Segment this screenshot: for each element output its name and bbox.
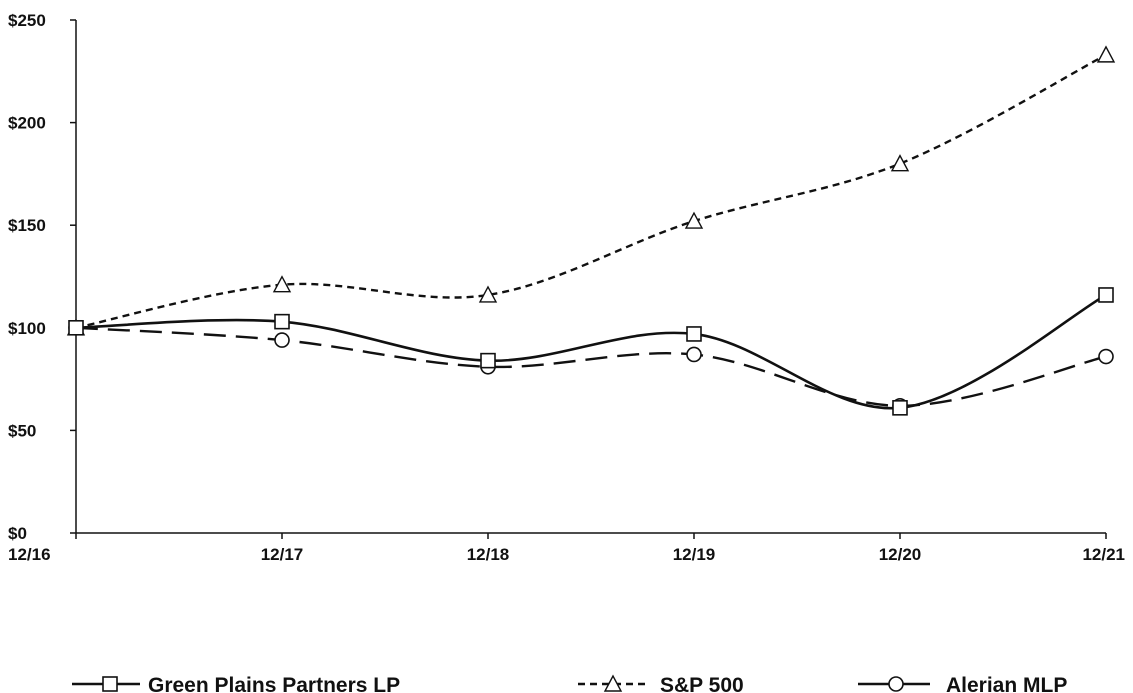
- x-tick-label: 12/19: [673, 545, 716, 564]
- chart-axes: $0 $50 $100 $150 $200 $250 12/16 12/17 12/18 12/1…: [8, 11, 1125, 564]
- series-s-p-500: [66, 45, 1116, 336]
- series-line-alerian-mlp: [75, 326, 1107, 407]
- chart-legend: Green Plains Partners LP S&P 500 Alerian M…: [72, 674, 1067, 693]
- legend-swatch-marker: [603, 674, 623, 692]
- data-point-s-p-500: [684, 211, 704, 229]
- y-tick-label: $250: [8, 11, 46, 30]
- legend-label: S&P 500: [660, 674, 744, 693]
- data-point-s-p-500: [478, 285, 498, 303]
- series-alerian-mlp: [68, 319, 1114, 414]
- x-tick-label: 12/18: [467, 545, 510, 564]
- y-tick-label: $150: [8, 216, 46, 235]
- data-point-alerian-mlp: [1098, 348, 1114, 365]
- chart-series: [66, 45, 1116, 416]
- data-point-s-p-500: [890, 154, 910, 172]
- data-point-green-plains-partners-lp: [68, 319, 84, 336]
- data-point-s-p-500: [272, 275, 292, 293]
- legend-item-alerian-mlp: Alerian MLP: [858, 674, 1067, 693]
- legend-item-s-p-500: S&P 500: [578, 674, 744, 693]
- y-tick-label: $100: [8, 319, 46, 338]
- legend-swatch-marker: [888, 676, 904, 692]
- data-point-green-plains-partners-lp: [1098, 287, 1114, 303]
- series-line-s-p-500: [75, 53, 1107, 329]
- data-point-green-plains-partners-lp: [274, 313, 290, 330]
- series-line-green-plains-partners-lp: [75, 293, 1107, 410]
- data-point-green-plains-partners-lp: [686, 326, 702, 342]
- y-tick-label: $0: [8, 524, 27, 543]
- x-tick-label: 12/20: [879, 545, 922, 564]
- y-tick-label: $50: [8, 421, 36, 440]
- legend-label: Green Plains Partners LP: [148, 674, 400, 693]
- x-tick-label: 12/17: [261, 545, 304, 564]
- legend-label: Alerian MLP: [946, 674, 1067, 693]
- data-point-alerian-mlp: [686, 346, 702, 363]
- data-point-green-plains-partners-lp: [480, 352, 496, 369]
- series-green-plains-partners-lp: [68, 287, 1114, 416]
- data-point-green-plains-partners-lp: [892, 400, 908, 416]
- legend-swatch-marker: [102, 676, 118, 692]
- y-tick-label: $200: [8, 114, 46, 133]
- x-tick-label: 12/21: [1082, 545, 1125, 564]
- legend-item-green-plains-partners-lp: Green Plains Partners LP: [72, 674, 400, 693]
- x-tick-label: 12/16: [8, 545, 51, 564]
- data-point-s-p-500: [1096, 45, 1116, 63]
- data-point-alerian-mlp: [274, 332, 290, 348]
